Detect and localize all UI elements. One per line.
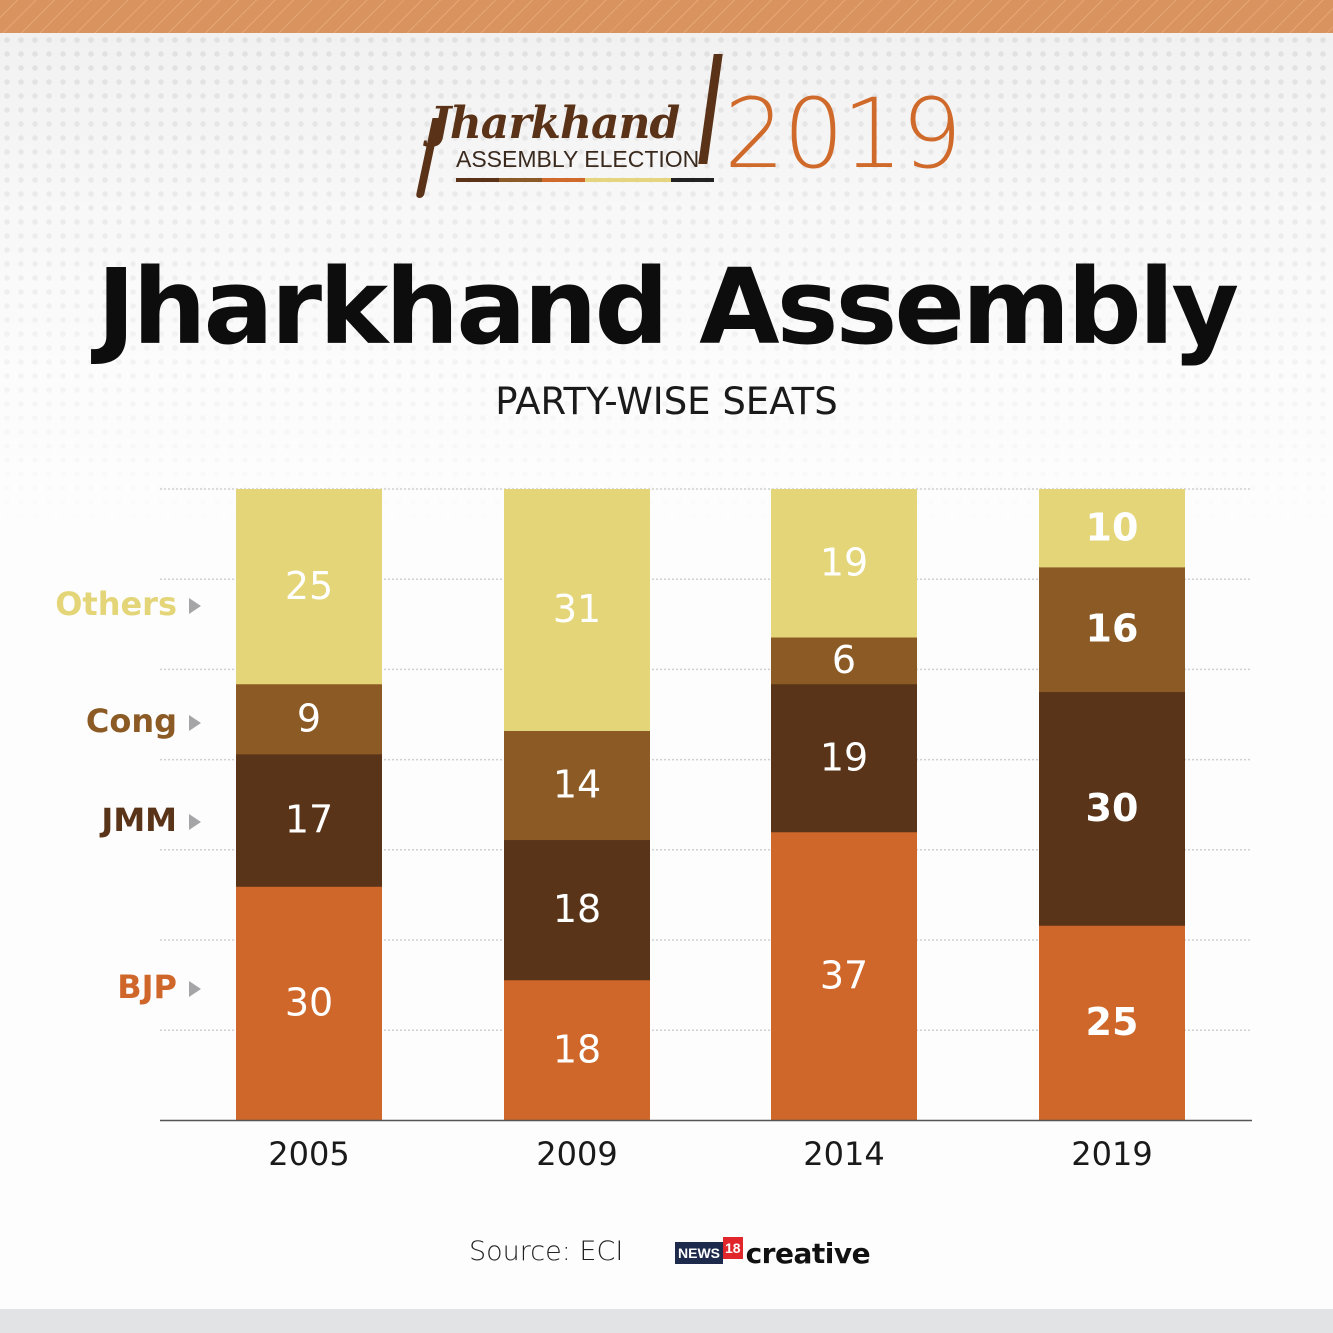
bar-segment-cong-2005 <box>236 683 382 755</box>
logo-strip-segment <box>499 178 542 182</box>
source-note: Source: ECI <box>469 1236 624 1267</box>
bar-segment-bjp-2014 <box>771 831 917 1121</box>
bar-segment-jmm-2014 <box>771 683 917 833</box>
dotted-background <box>0 33 1333 533</box>
logo-strip-segment <box>542 178 585 182</box>
legend-arrow-icon <box>189 715 201 731</box>
chart-title: Jharkhand Assembly <box>96 246 1239 368</box>
bar-segment-cong-2009 <box>504 730 650 841</box>
legend-arrow-icon <box>189 598 201 614</box>
brand-news: NEWS <box>675 1242 723 1264</box>
data-label-others-2005: 25 <box>285 564 333 608</box>
bar-segment-others-2019 <box>1039 489 1185 568</box>
bar-segment-jmm-2009 <box>504 839 650 981</box>
data-label-others-2009: 31 <box>553 587 601 631</box>
top-decorative-band <box>0 0 1333 33</box>
logo-word: Jharkhand <box>430 98 680 149</box>
logo-color-strip <box>456 178 714 182</box>
data-label-bjp-2009: 18 <box>553 1027 601 1071</box>
legend-label-bjp: BJP <box>117 968 177 1006</box>
x-tick-2014: 2014 <box>803 1135 884 1173</box>
logo-strip-segment <box>456 178 499 182</box>
bar-segment-cong-2019 <box>1039 566 1185 693</box>
logo-strip-segment <box>585 178 628 182</box>
x-tick-2019: 2019 <box>1071 1135 1152 1173</box>
legend-arrow-icon <box>189 814 201 830</box>
x-tick-2009: 2009 <box>536 1135 617 1173</box>
x-tick-2005: 2005 <box>268 1135 349 1173</box>
data-label-others-2019: 10 <box>1086 505 1139 549</box>
bar-segment-cong-2014 <box>771 637 917 685</box>
data-label-jmm-2019: 30 <box>1086 786 1139 830</box>
data-label-bjp-2014: 37 <box>820 953 868 997</box>
brand-18: 18 <box>723 1237 743 1259</box>
bar-segment-others-2005 <box>236 489 382 685</box>
news18-creative-logo: NEWS 18 creative <box>675 1236 871 1270</box>
legend-label-others: Others <box>55 585 177 623</box>
logo-subtitle: ASSEMBLY ELECTION <box>456 146 700 172</box>
data-label-jmm-2005: 17 <box>285 798 333 842</box>
chart-subtitle: PARTY-WISE SEATS <box>495 380 838 423</box>
data-label-others-2014: 19 <box>820 541 868 585</box>
data-label-cong-2019: 16 <box>1086 607 1139 651</box>
bar-segment-jmm-2005 <box>236 753 382 887</box>
data-label-jmm-2009: 18 <box>553 887 601 931</box>
bar-segment-others-2014 <box>771 489 917 638</box>
logo-strip-segment <box>671 178 714 182</box>
bar-segment-bjp-2005 <box>236 886 382 1121</box>
logo-strip-segment <box>628 178 671 182</box>
data-label-cong-2005: 9 <box>297 696 321 740</box>
legend-label-cong: Cong <box>86 702 177 740</box>
bottom-band <box>0 1309 1333 1333</box>
data-label-cong-2009: 14 <box>553 763 601 807</box>
data-label-jmm-2014: 19 <box>820 735 868 779</box>
data-label-bjp-2019: 25 <box>1086 1000 1139 1044</box>
legend-label-jmm: JMM <box>99 801 177 839</box>
bar-segment-jmm-2019 <box>1039 691 1185 926</box>
election-logo: Jharkhand ASSEMBLY ELECTION 2019 <box>415 48 962 208</box>
brand-creative: creative <box>745 1236 871 1270</box>
data-label-cong-2014: 6 <box>832 638 856 682</box>
bar-segment-bjp-2019 <box>1039 925 1185 1121</box>
bar-segment-others-2009 <box>504 489 650 731</box>
data-label-bjp-2005: 30 <box>285 981 333 1025</box>
bar-segment-bjp-2009 <box>504 979 650 1121</box>
legend-arrow-icon <box>189 981 201 997</box>
logo-year: 2019 <box>724 78 962 190</box>
